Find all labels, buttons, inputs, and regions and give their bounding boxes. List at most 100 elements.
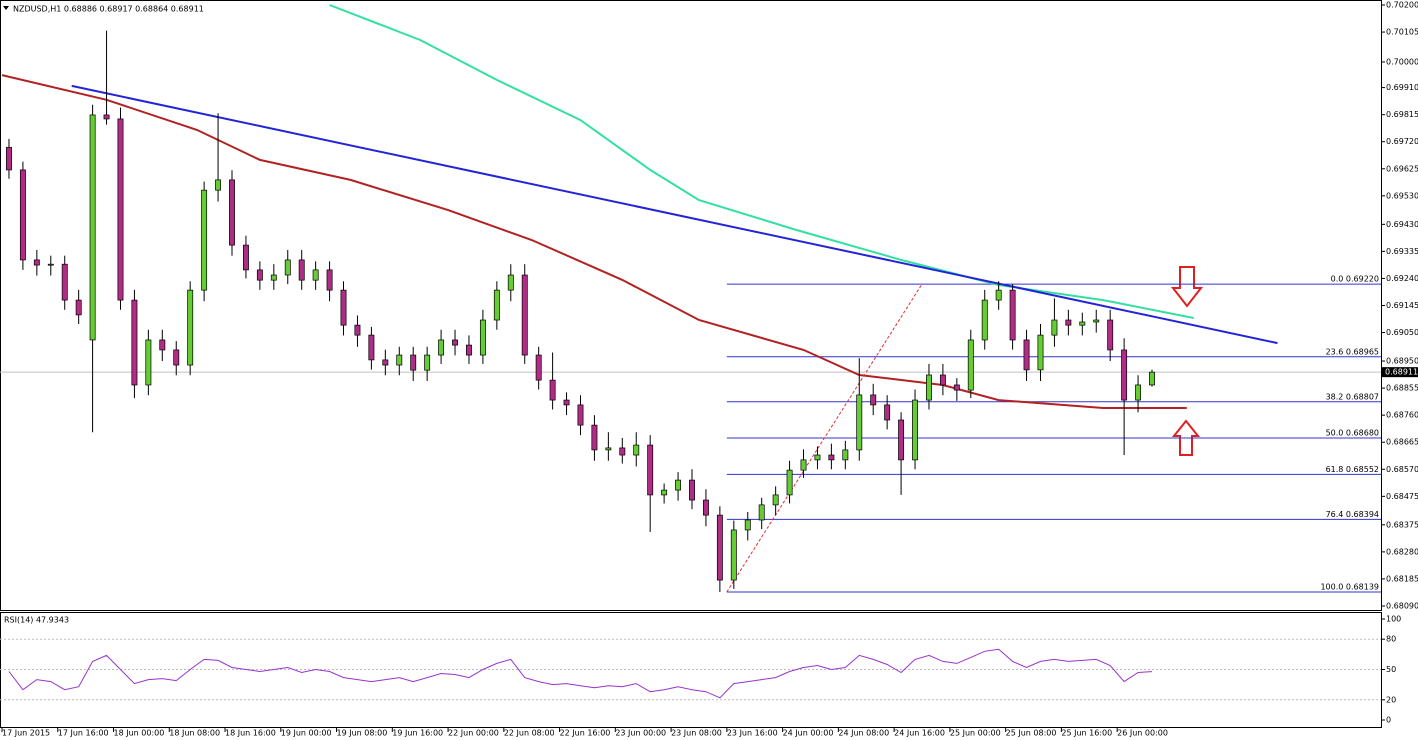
y-tick-label: 0.69815 [1386,110,1418,119]
candle-body [912,399,918,461]
candle-body [702,499,709,516]
candle-body [870,394,877,406]
x-tick-label: 25 Jun 16:00 [1061,729,1112,738]
candle-body [605,447,612,451]
fib-label: 23.6 0.68965 [1326,347,1379,356]
last-price-box [1382,367,1418,378]
y-tick-label: 0.68570 [1386,465,1418,474]
candle-body [145,339,152,386]
candle-body [661,489,668,496]
candle-body [981,299,988,341]
candle-body [33,259,40,266]
rsi-line [8,648,1153,699]
candle-body [1065,319,1072,326]
overlay-line [329,4,1194,319]
y-tick-label: 0.68375 [1386,520,1418,529]
y-tick-label: 0.69720 [1386,137,1418,146]
candle-body [19,169,26,261]
candle-body [939,374,946,386]
y-tick-label: 0.69335 [1386,247,1418,256]
candle-body [1093,319,1100,323]
candle-body [117,118,124,301]
fib-label: 50.0 0.68680 [1326,428,1379,437]
candle-body [898,419,905,461]
fib-label: 61.8 0.68552 [1326,465,1379,474]
candle-body [187,289,194,366]
y-tick-label: 0.68760 [1386,411,1418,420]
candle-body [967,339,974,391]
down-arrow [1170,266,1204,308]
candle-body [382,359,389,366]
candle-body [103,114,110,120]
candle-body [1051,319,1058,336]
candle-body [884,404,891,421]
candle-body [1149,371,1155,386]
candle-body [1009,289,1016,341]
candle-body [1079,321,1086,326]
candle-body [926,374,932,401]
x-tick-label: 19 Jun 00:00 [281,729,332,738]
candle-body [1023,339,1030,371]
y-tick-label: 0.70000 [1386,57,1418,66]
candle-body [61,263,68,301]
candle-body [828,454,835,461]
rsi-tick-label: 20 [1386,695,1396,704]
y-tick-label: 0.68185 [1386,574,1418,583]
candle-body [689,479,695,501]
candle-body [452,339,458,346]
x-tick-label: 19 Jun 08:00 [337,729,388,738]
candle-body [772,494,779,506]
candle-body [89,114,96,341]
rsi-title: RSI(14) 47.9343 [4,616,69,625]
candle-body [396,354,403,366]
candle-body [1135,384,1142,401]
x-tick-label: 23 Jun 00:00 [615,729,666,738]
y-tick-label: 0.69240 [1386,274,1418,283]
fib-label: 76.4 0.68394 [1326,510,1379,519]
candle-body [242,244,249,271]
overlay-line [71,84,1278,345]
candle-body [270,274,277,281]
candle-body [1121,349,1128,401]
candle-body [6,147,12,171]
candle-body [577,404,584,426]
y-tick-label: 0.68280 [1386,547,1418,556]
menu-triangle [3,6,9,10]
candle-body [75,299,82,316]
x-tick-label: 22 Jun 00:00 [448,729,499,738]
candle-body [438,339,445,356]
candle-body [1037,334,1044,371]
y-tick-label: 0.69625 [1386,164,1418,173]
x-tick-label: 17 Jun 2015 [2,729,50,738]
y-tick-label: 0.68855 [1386,384,1418,393]
candle-body [744,519,751,531]
candle-body [368,334,375,361]
x-tick-label: 23 Jun 16:00 [727,729,778,738]
x-tick-label: 24 Jun 08:00 [838,729,889,738]
candle-body [563,399,570,406]
candle-body [340,289,347,326]
candle-body [800,459,807,471]
main-frame [0,0,1382,611]
rsi-tick-label: 0 [1386,716,1391,725]
candle-body [201,189,208,291]
candle-body [1107,319,1114,351]
x-tick-label: 25 Jun 08:00 [1006,729,1057,738]
candle-body [131,299,138,386]
candle-body [424,354,431,371]
y-tick-label: 0.68665 [1386,438,1418,447]
candle-body [716,514,723,581]
fib-label: 100.0 0.68139 [1320,583,1379,592]
candle-body [479,319,486,356]
y-tick-label: 0.68090 [1386,602,1418,611]
candle-body [326,269,333,291]
y-tick-label: 0.69910 [1386,83,1418,92]
candle-body [256,269,263,281]
x-tick-label: 18 Jun 08:00 [169,729,220,738]
candle-body [786,469,793,496]
x-tick-label: 25 Jun 00:00 [950,729,1001,738]
candle-body [312,269,319,281]
candle-body [507,274,514,291]
candle-body [549,379,556,401]
candle-body [995,289,1002,301]
